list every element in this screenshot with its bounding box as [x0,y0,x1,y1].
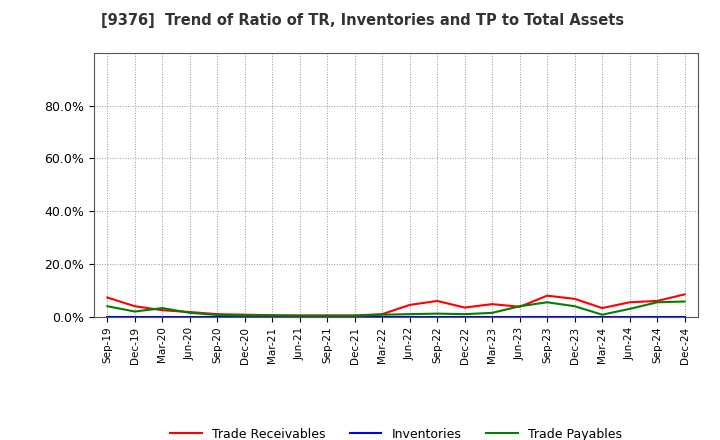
Trade Payables [516,304,524,309]
Trade Payables [213,312,222,318]
Inventories [598,314,606,319]
Inventories [323,314,332,319]
Trade Payables [130,309,139,314]
Inventories [626,314,634,319]
Trade Payables [598,312,606,317]
Inventories [570,314,579,319]
Trade Payables [323,313,332,319]
Trade Payables [158,305,166,311]
Trade Receivables [268,312,276,318]
Inventories [213,314,222,319]
Trade Payables [433,311,441,316]
Trade Payables [186,310,194,315]
Inventories [240,314,249,319]
Inventories [405,314,414,319]
Trade Receivables [488,301,497,307]
Trade Payables [295,313,304,319]
Inventories [295,314,304,319]
Trade Payables [488,310,497,315]
Trade Payables [103,304,112,309]
Inventories [351,314,359,319]
Trade Receivables [598,305,606,311]
Inventories [130,314,139,319]
Trade Payables [405,312,414,317]
Trade Receivables [570,296,579,301]
Inventories [103,314,112,319]
Trade Payables [268,313,276,318]
Trade Receivables [680,292,689,297]
Line: Trade Receivables: Trade Receivables [107,294,685,315]
Trade Payables [460,312,469,317]
Trade Receivables [460,305,469,310]
Trade Payables [570,304,579,309]
Trade Payables [653,300,662,305]
Inventories [268,314,276,319]
Trade Receivables [130,304,139,309]
Trade Payables [351,313,359,319]
Legend: Trade Receivables, Inventories, Trade Payables: Trade Receivables, Inventories, Trade Pa… [166,423,626,440]
Trade Receivables [351,313,359,318]
Trade Payables [626,306,634,312]
Trade Receivables [433,298,441,304]
Trade Receivables [158,308,166,313]
Inventories [516,314,524,319]
Trade Payables [240,313,249,318]
Trade Receivables [516,304,524,309]
Inventories [433,314,441,319]
Trade Receivables [378,312,387,317]
Inventories [378,314,387,319]
Trade Receivables [626,300,634,305]
Trade Receivables [295,313,304,318]
Trade Receivables [240,312,249,317]
Trade Receivables [405,302,414,308]
Trade Receivables [653,298,662,304]
Inventories [488,314,497,319]
Trade Payables [543,300,552,305]
Inventories [158,314,166,319]
Trade Receivables [186,309,194,315]
Inventories [543,314,552,319]
Trade Receivables [323,313,332,318]
Trade Receivables [543,293,552,298]
Line: Trade Payables: Trade Payables [107,301,685,316]
Trade Receivables [103,295,112,300]
Trade Payables [378,312,387,317]
Inventories [460,314,469,319]
Text: [9376]  Trend of Ratio of TR, Inventories and TP to Total Assets: [9376] Trend of Ratio of TR, Inventories… [101,13,624,28]
Inventories [680,314,689,319]
Inventories [186,314,194,319]
Trade Receivables [213,312,222,317]
Trade Payables [680,299,689,304]
Inventories [653,314,662,319]
